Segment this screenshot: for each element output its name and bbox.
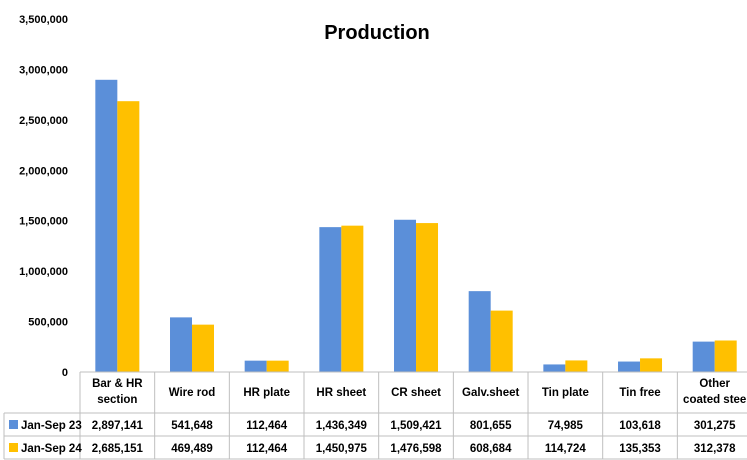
table-value: 1,436,349 — [316, 420, 367, 432]
table-value: 608,684 — [470, 443, 512, 455]
y-tick-label: 3,500,000 — [19, 14, 68, 26]
y-tick-label: 2,500,000 — [19, 115, 68, 127]
table-value: 103,618 — [619, 420, 661, 432]
series-name: Jan-Sep 23 — [21, 420, 82, 432]
bar-jan-sep-24 — [192, 324, 215, 372]
table-value: 2,685,151 — [92, 443, 144, 455]
bar-jan-sep-23 — [95, 79, 118, 372]
category-label: Galv.sheet — [462, 387, 519, 399]
table-value: 541,648 — [171, 420, 213, 432]
category-label: Other — [699, 378, 730, 390]
table-value: 74,985 — [548, 420, 584, 432]
bar-jan-sep-23 — [618, 361, 641, 372]
y-tick-label: 0 — [62, 367, 68, 379]
category-label: Tin plate — [542, 387, 589, 399]
bar-jan-sep-23 — [394, 219, 417, 372]
category-label: Bar & HR — [92, 378, 143, 390]
category-label: section — [97, 394, 137, 406]
bar-jan-sep-24 — [266, 360, 289, 372]
category-label: CR sheet — [391, 387, 441, 399]
bar-jan-sep-24 — [714, 340, 737, 372]
bar-jan-sep-24 — [640, 358, 663, 372]
y-tick-label: 2,000,000 — [19, 165, 68, 177]
table-value: 1,509,421 — [390, 420, 442, 432]
table-value: 312,378 — [694, 443, 736, 455]
bar-jan-sep-24 — [490, 310, 513, 372]
category-label: HR plate — [243, 387, 290, 399]
bars — [95, 79, 737, 372]
category-label: Wire rod — [169, 387, 216, 399]
bar-jan-sep-23 — [543, 364, 566, 372]
table-value: 801,655 — [470, 420, 512, 432]
bar-jan-sep-24 — [565, 360, 588, 372]
category-label: HR sheet — [316, 387, 366, 399]
table-value: 469,489 — [171, 443, 213, 455]
category-label: coated stee — [683, 394, 746, 406]
legend-key-jan-sep-24 — [9, 443, 18, 452]
bar-jan-sep-23 — [468, 291, 491, 372]
table-value: 1,450,975 — [316, 443, 368, 455]
chart-title: Production — [324, 22, 430, 44]
category-label: Tin free — [619, 387, 660, 399]
legend-key-jan-sep-23 — [9, 420, 18, 429]
bar-jan-sep-23 — [244, 360, 267, 372]
y-tick-label: 1,000,000 — [19, 266, 68, 278]
data-table: Bar & HR section Wire rod HR plate HR sheet C… — [3, 371, 747, 460]
bar-jan-sep-23 — [170, 317, 193, 372]
y-axis: 0 500,000 1,000,000 1,500,000 2,000,000 2,500… — [19, 14, 68, 379]
bar-jan-sep-24 — [117, 101, 140, 372]
bar-jan-sep-24 — [416, 223, 439, 372]
bar-jan-sep-23 — [319, 227, 342, 372]
table-value: 112,464 — [246, 443, 288, 455]
bar-jan-sep-23 — [692, 341, 715, 372]
bar-jan-sep-24 — [341, 225, 364, 372]
table-value: 2,897,141 — [92, 420, 144, 432]
table-value: 114,724 — [545, 443, 587, 455]
y-tick-label: 1,500,000 — [19, 216, 68, 228]
table-value: 135,353 — [619, 443, 661, 455]
y-tick-label: 500,000 — [28, 317, 68, 329]
series-name: Jan-Sep 24 — [21, 443, 82, 455]
table-value: 112,464 — [246, 420, 288, 432]
y-tick-label: 3,000,000 — [19, 64, 68, 76]
table-value: 301,275 — [694, 420, 736, 432]
table-value: 1,476,598 — [390, 443, 442, 455]
